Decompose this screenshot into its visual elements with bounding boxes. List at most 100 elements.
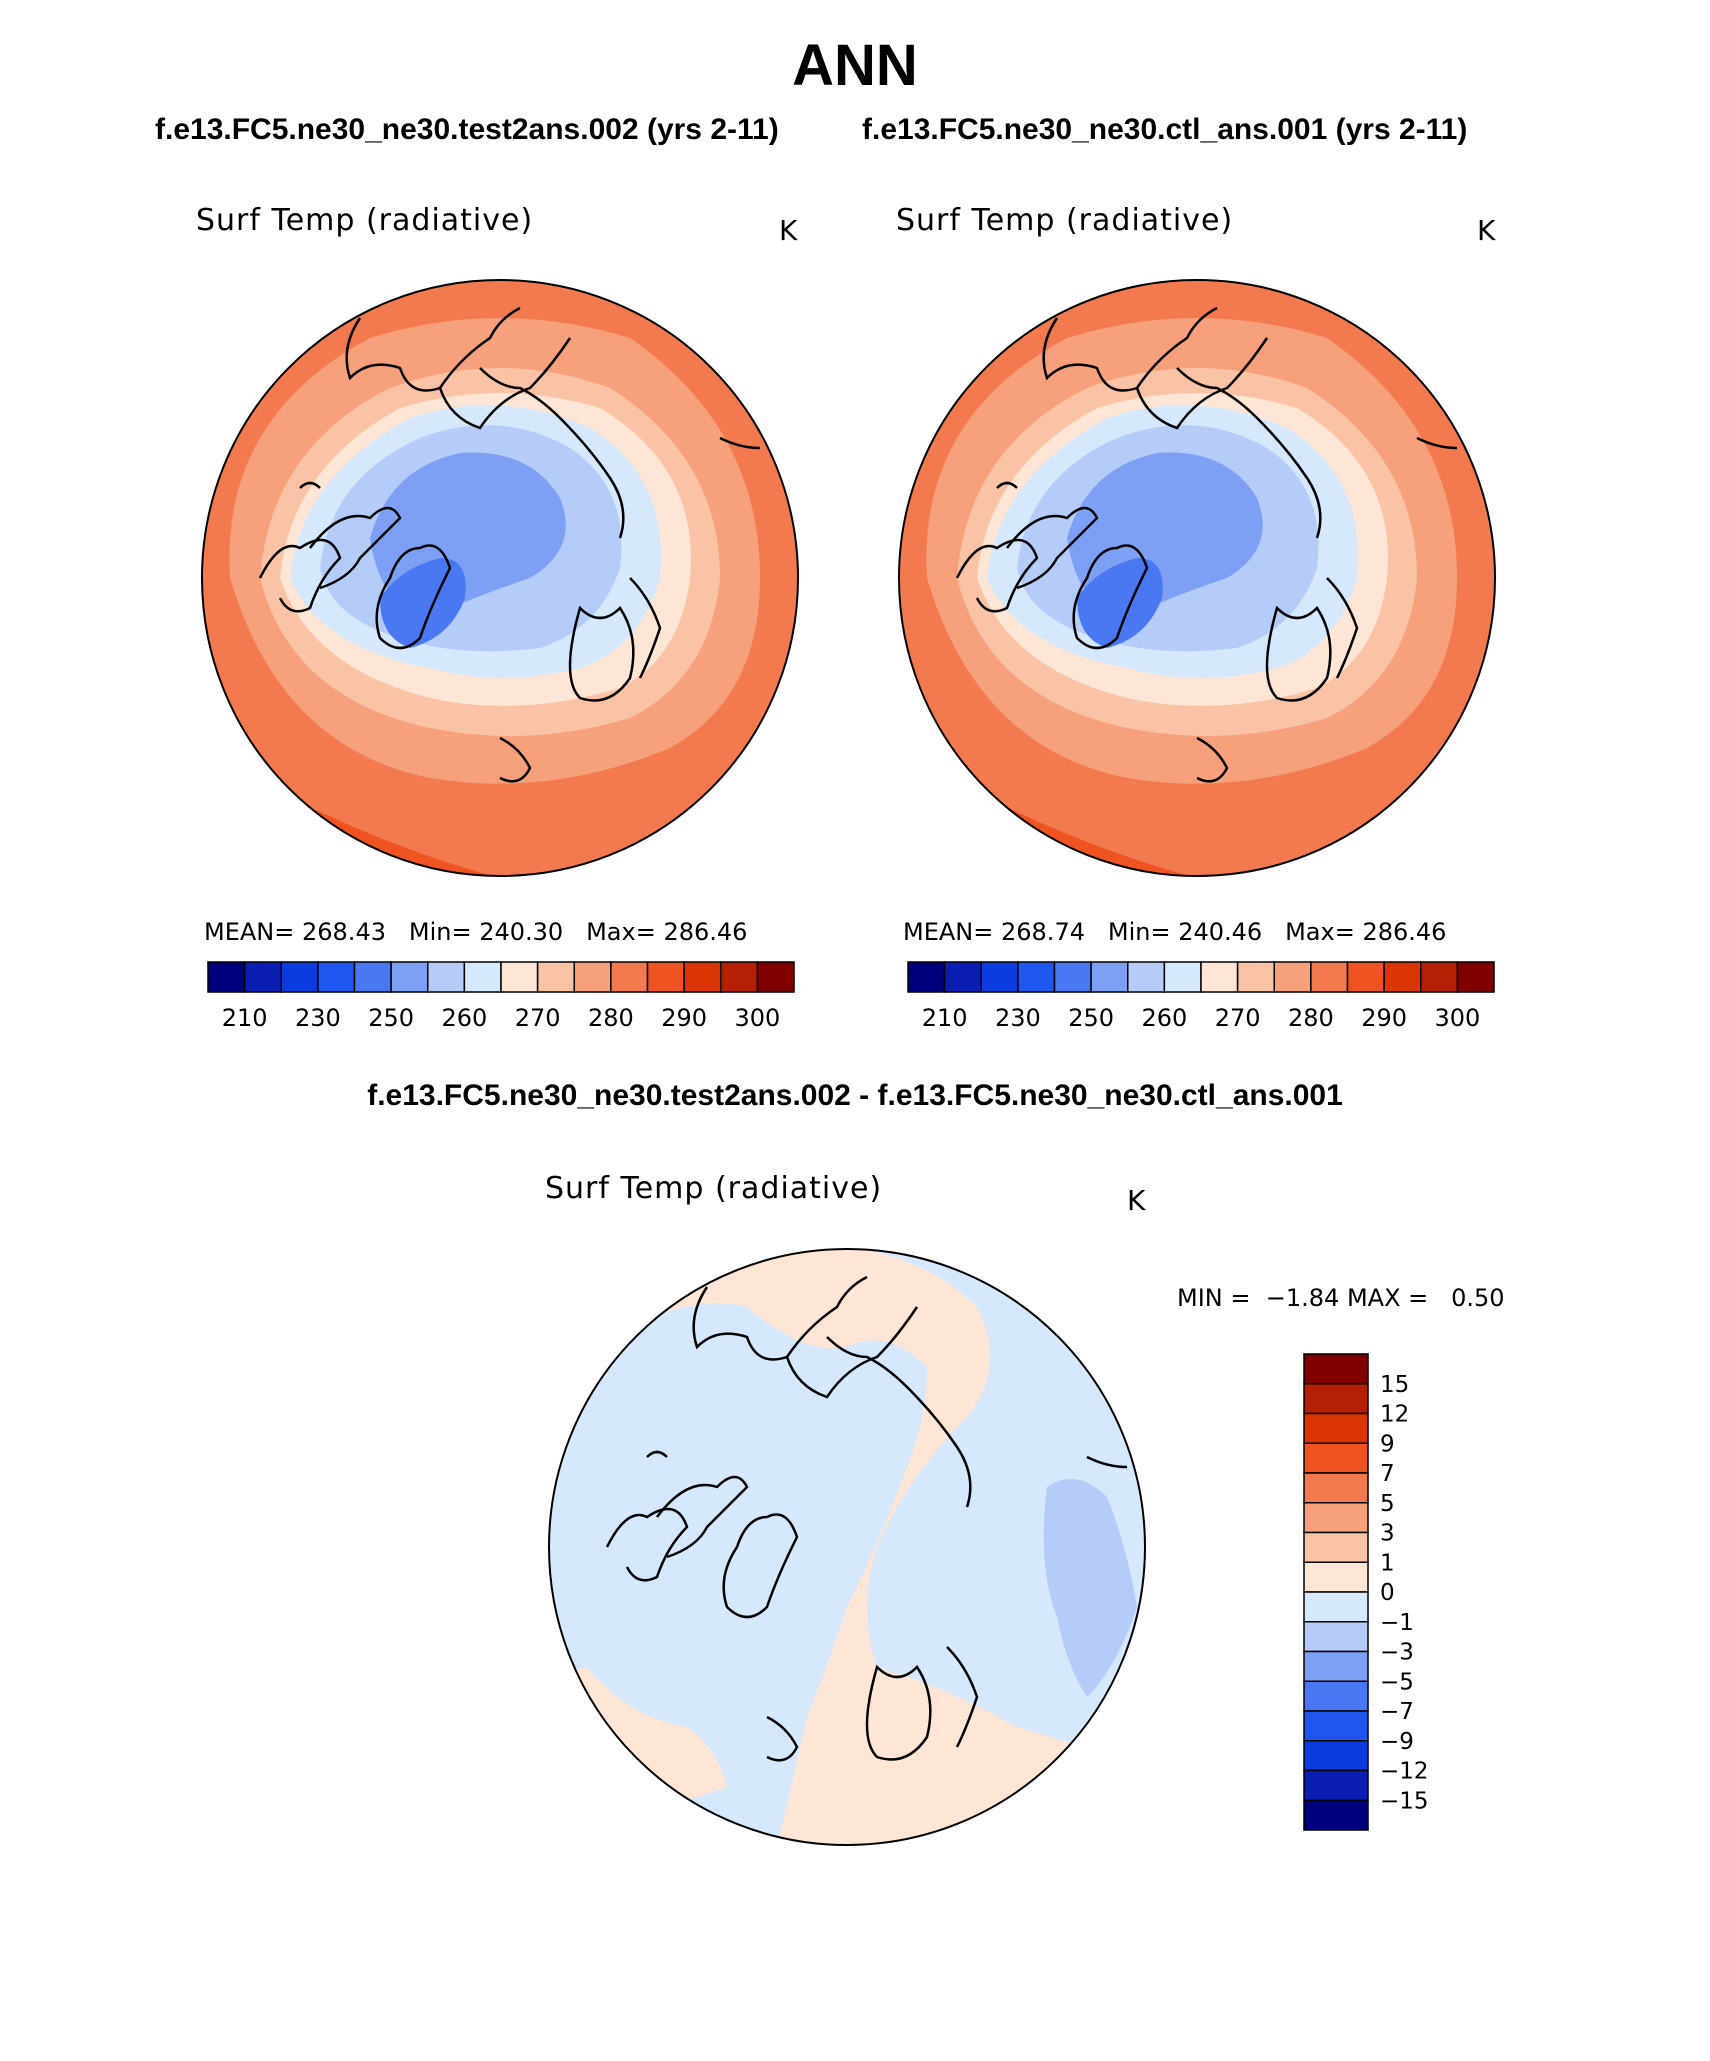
panel3-colorbar-tick-label: −15: [1380, 1788, 1429, 1814]
panel2-colorbar-tick-label: 300: [1434, 1004, 1480, 1032]
panel2-colorbar-swatch: [1017, 961, 1056, 993]
panel3-colorbar-swatch: [1303, 1650, 1369, 1682]
panel2-colorbar-swatch: [1200, 961, 1239, 993]
panel2-colorbar-swatches: [907, 961, 1495, 993]
panel1-contour-fills: [202, 280, 798, 876]
panel1-colorbar-tick-label: 260: [441, 1004, 487, 1032]
panel3-colorbar-swatch: [1303, 1740, 1369, 1772]
panel3-colorbar-swatch: [1303, 1472, 1369, 1504]
panel3-colorbar-swatch: [1303, 1383, 1369, 1415]
panel1-colorbar-tick-label: 250: [368, 1004, 414, 1032]
panel3-colorbar-tick-label: −1: [1380, 1610, 1414, 1636]
panel1-colorbar-labels: 210 230 250 260 270 280 290 300: [222, 1004, 781, 1032]
panel1-mean-label: MEAN=: [204, 918, 295, 946]
panel2-contour-fills: [899, 280, 1495, 876]
panel3-colorbar-tick-label: −7: [1380, 1699, 1414, 1725]
panel2-colorbar-swatch: [1456, 961, 1495, 993]
panel3-colorbar-tick-label: 1: [1380, 1550, 1395, 1576]
panel1-colorbar-swatch: [573, 961, 612, 993]
panel3-colorbar-swatch: [1303, 1710, 1369, 1742]
panel2-colorbar-swatch: [1053, 961, 1092, 993]
panel2-colorbar-tick-label: 290: [1361, 1004, 1407, 1032]
panel2-colorbar-swatch: [1127, 961, 1166, 993]
panel3-colorbar: 15 12 9 7 5 3 1 0 −1 −3 −5 −7 −9 −12 −15: [1303, 1353, 1429, 1831]
panel1-mean-value: 268.43: [302, 918, 386, 946]
panel2-stats: MEAN= 268.74 Min= 240.46 Max= 286.46: [903, 918, 1446, 946]
panel3-contour-fills: [549, 1249, 1145, 1845]
panel1-colorbar-tick-label: 290: [661, 1004, 707, 1032]
panel3-colorbar-tick-label: −3: [1380, 1640, 1414, 1666]
panel1-max-label: Max=: [586, 918, 656, 946]
panel1-colorbar-swatch: [353, 961, 392, 993]
panel3-fill-negative-moderate: [1043, 1479, 1137, 1697]
panel1-colorbar-tick-label: 300: [734, 1004, 780, 1032]
panel2-colorbar-tick-label: 230: [995, 1004, 1041, 1032]
panel3-colorbar-swatch: [1303, 1769, 1369, 1801]
panel1-colorbar-swatch: [683, 961, 722, 993]
panel2-colorbar-swatch: [980, 961, 1019, 993]
panel1-colorbar-swatch: [646, 961, 685, 993]
panel1-colorbar-swatch: [756, 961, 795, 993]
panel2-colorbar-swatch: [907, 961, 946, 993]
panel1-colorbar-swatch: [536, 961, 575, 993]
panel2-min-value: 240.46: [1178, 918, 1263, 946]
panel3-map-border: [548, 1248, 1146, 1846]
panel2-variable-label: Surf Temp (radiative): [896, 203, 1234, 238]
panel2-colorbar-swatch: [1090, 961, 1129, 993]
panel3-colorbar-tick-label: −12: [1380, 1759, 1429, 1785]
panel1-colorbar-swatch: [207, 961, 246, 993]
panel3-colorbar-tick-label: 15: [1380, 1372, 1409, 1398]
panel2-mean-value: 268.74: [1001, 918, 1085, 946]
panel3-colorbar-swatch: [1303, 1353, 1369, 1385]
panel3-colorbar-tick-label: 0: [1380, 1580, 1395, 1606]
panel2-colorbar-swatch: [1273, 961, 1312, 993]
panel2-colorbar-labels: 210 230 250 260 270 280 290 300: [922, 1004, 1481, 1032]
panel1-colorbar-swatch: [610, 961, 649, 993]
panel2-coastlines: [955, 306, 1458, 783]
panel3-colorbar-swatch: [1303, 1531, 1369, 1563]
panel3-colorbar-tick-label: 12: [1380, 1402, 1409, 1428]
panel1-min-label: Min=: [408, 918, 472, 946]
panel3-max-label: MAX =: [1346, 1284, 1429, 1312]
panel3-colorbar-swatch: [1303, 1561, 1369, 1593]
panel1-coastlines: [258, 306, 761, 783]
panel2-colorbar-tick-label: 210: [922, 1004, 968, 1032]
panel1-max-value: 286.46: [663, 918, 748, 946]
panel1-colorbar-swatches: [207, 961, 795, 993]
panel3-coastlines: [605, 1275, 1128, 1762]
panel3-max-value: 0.50: [1451, 1284, 1505, 1312]
panel1-colorbar-tick-label: 270: [515, 1004, 561, 1032]
panel3-colorbar-swatches: [1303, 1353, 1369, 1831]
panel2-max-label: Max=: [1285, 918, 1355, 946]
control-case-title: f.e13.FC5.ne30_ne30.ctl_ans.001 (yrs 2-1…: [862, 113, 1468, 146]
panel1-colorbar-swatch: [427, 961, 466, 993]
panel2-mean-label: MEAN=: [903, 918, 994, 946]
panel1-colorbar-swatch: [390, 961, 429, 993]
panel3-colorbar-swatch: [1303, 1442, 1369, 1474]
test-case-title: f.e13.FC5.ne30_ne30.test2ans.002 (yrs 2-…: [155, 113, 779, 146]
panel2-colorbar-swatch: [1236, 961, 1275, 993]
panel2-colorbar-swatch: [943, 961, 982, 993]
panel1-min-value: 240.30: [479, 918, 564, 946]
panel2-units: K: [1477, 214, 1496, 247]
panel3-stats: MIN = −1.84 MAX = 0.50: [1177, 1284, 1505, 1312]
panel2-colorbar-tick-label: 270: [1215, 1004, 1261, 1032]
panel3-colorbar-swatch: [1303, 1412, 1369, 1444]
panel2-max-value: 286.46: [1362, 918, 1447, 946]
panel1-colorbar-swatch: [463, 961, 502, 993]
panel3-colorbar-swatch: [1303, 1621, 1369, 1653]
panel3-colorbar-tick-label: −5: [1380, 1669, 1414, 1695]
panel1-colorbar-tick-label: 210: [222, 1004, 268, 1032]
panel1-colorbar-tick-label: 230: [295, 1004, 341, 1032]
panel2-colorbar-swatch: [1346, 961, 1385, 993]
panel3-colorbar-tick-label: 7: [1380, 1461, 1395, 1487]
panel2-colorbar-swatch: [1163, 961, 1202, 993]
panel1-stats: MEAN= 268.43 Min= 240.30 Max= 286.46: [204, 918, 747, 946]
panel3-min-label: MIN =: [1177, 1284, 1251, 1312]
panel1-colorbar-tick-label: 280: [588, 1004, 634, 1032]
panel1-colorbar: 210 230 250 260 270 280 290 300: [207, 961, 795, 1032]
panel3-colorbar-tick-label: 3: [1380, 1521, 1395, 1547]
panel3-colorbar-tick-label: −9: [1380, 1729, 1414, 1755]
panel1-colorbar-swatch: [280, 961, 319, 993]
panel3-colorbar-swatch: [1303, 1680, 1369, 1712]
